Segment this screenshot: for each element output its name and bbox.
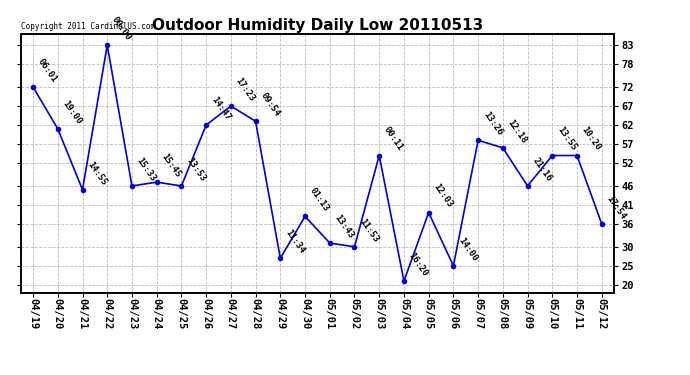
Text: 14:00: 14:00 <box>456 236 479 263</box>
Text: 01:13: 01:13 <box>308 186 331 213</box>
Text: 13:53: 13:53 <box>184 156 207 183</box>
Text: Copyright 2011 CardinalUS.com: Copyright 2011 CardinalUS.com <box>21 22 155 31</box>
Text: 00:11: 00:11 <box>382 125 405 153</box>
Text: 13:55: 13:55 <box>555 125 578 153</box>
Text: 16:20: 16:20 <box>407 251 430 278</box>
Text: 12:03: 12:03 <box>432 182 455 210</box>
Title: Outdoor Humidity Daily Low 20110513: Outdoor Humidity Daily Low 20110513 <box>152 18 483 33</box>
Text: 13:26: 13:26 <box>481 110 504 137</box>
Text: 21:16: 21:16 <box>531 156 553 183</box>
Text: 17:23: 17:23 <box>234 76 257 103</box>
Text: 15:33: 15:33 <box>135 156 158 183</box>
Text: 13:43: 13:43 <box>333 213 355 240</box>
Text: 19:00: 19:00 <box>61 99 83 126</box>
Text: 11:34: 11:34 <box>284 228 306 255</box>
Text: 00:00: 00:00 <box>110 15 133 42</box>
Text: 10:20: 10:20 <box>580 125 603 153</box>
Text: 12:18: 12:18 <box>506 118 529 145</box>
Text: 14:47: 14:47 <box>209 95 232 122</box>
Text: 06:01: 06:01 <box>36 57 59 84</box>
Text: 09:54: 09:54 <box>259 91 282 118</box>
Text: 11:53: 11:53 <box>357 217 380 244</box>
Text: 14:55: 14:55 <box>86 159 108 187</box>
Text: 15:45: 15:45 <box>159 152 182 179</box>
Text: 17:54: 17:54 <box>604 194 627 221</box>
